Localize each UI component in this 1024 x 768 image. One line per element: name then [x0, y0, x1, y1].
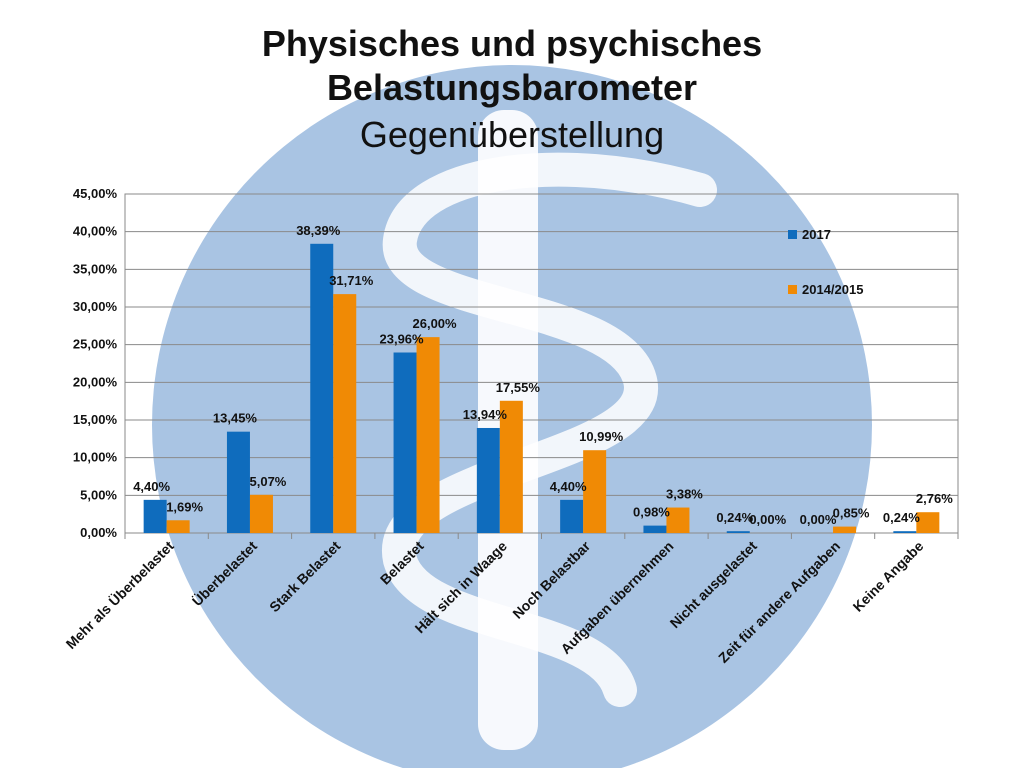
bar-2014-2015 — [916, 512, 940, 533]
data-label: 0,24% — [716, 510, 753, 525]
x-tick-label: Belastet — [377, 538, 427, 588]
x-tick-label: Hält sich in Waage — [412, 538, 511, 637]
data-label: 4,40% — [133, 479, 170, 494]
bar-2017 — [310, 243, 334, 533]
y-tick-label: 35,00% — [73, 261, 118, 276]
data-label: 23,96% — [380, 332, 425, 347]
data-label: 3,38% — [666, 487, 703, 502]
bar-2017 — [893, 531, 917, 533]
x-tick-label: Stark Belastet — [266, 538, 344, 616]
data-label: 0,00% — [800, 512, 837, 527]
x-tick-label: Keine Angabe — [850, 538, 927, 615]
y-tick-label: 45,00% — [73, 186, 118, 201]
data-label: 26,00% — [413, 316, 458, 331]
legend-label: 2017 — [802, 227, 831, 242]
x-tick-label: Überbelastet — [189, 538, 261, 610]
data-label: 0,98% — [633, 505, 670, 520]
y-tick-label: 25,00% — [73, 337, 118, 352]
x-tick-label: Nicht ausgelastet — [667, 538, 761, 632]
y-tick-label: 15,00% — [73, 412, 118, 427]
x-tick-label: Noch Belastbar — [509, 537, 593, 621]
bar-2014-2015 — [583, 450, 607, 533]
bar-2017 — [476, 427, 500, 533]
bar-2017 — [226, 431, 250, 533]
bar-2014-2015 — [166, 520, 190, 533]
y-tick-label: 30,00% — [73, 299, 118, 314]
bar-2014-2015 — [249, 494, 273, 533]
bar-2017 — [143, 499, 167, 533]
data-label: 31,71% — [329, 273, 374, 288]
data-label: 5,07% — [250, 474, 287, 489]
serpent-shape — [382, 152, 717, 707]
legend-swatch — [788, 230, 797, 239]
data-label: 2,76% — [916, 491, 953, 506]
bar-2014-2015 — [333, 294, 357, 533]
bar-2017 — [726, 531, 750, 533]
data-label: 0,00% — [749, 512, 786, 527]
chart-title-line-1: Physisches und psychisches — [261, 23, 763, 64]
bar-2017 — [393, 352, 417, 533]
bar-2017 — [643, 525, 667, 533]
data-label: 1,69% — [166, 499, 203, 514]
chart-subtitle: Gegenüberstellung — [359, 114, 665, 155]
data-label: 0,24% — [883, 510, 920, 525]
y-tick-label: 5,00% — [80, 487, 117, 502]
chart-title-block: Physisches und psychisches Belastungsbar… — [0, 22, 1024, 160]
y-tick-label: 0,00% — [80, 525, 117, 540]
y-tick-label: 10,00% — [73, 450, 118, 465]
legend-label: 2014/2015 — [802, 282, 863, 297]
bar-2014-2015 — [416, 337, 440, 533]
data-label: 13,94% — [463, 407, 508, 422]
data-label: 10,99% — [579, 429, 624, 444]
data-label: 4,40% — [550, 479, 587, 494]
data-label: 13,45% — [213, 411, 258, 426]
chart-title-line-2: Belastungsbarometer — [326, 67, 698, 108]
bar-2014-2015 — [499, 400, 523, 533]
bar-2014-2015 — [666, 507, 690, 533]
data-label: 38,39% — [296, 223, 341, 238]
x-tick-label: Mehr als Überbelastet — [63, 538, 177, 652]
bar-2014-2015 — [833, 526, 857, 533]
data-label: 17,55% — [496, 380, 541, 395]
bar-2017 — [560, 499, 584, 533]
y-tick-label: 40,00% — [73, 224, 118, 239]
y-tick-label: 20,00% — [73, 374, 118, 389]
data-label: 0,85% — [833, 506, 870, 521]
legend-swatch — [788, 285, 797, 294]
